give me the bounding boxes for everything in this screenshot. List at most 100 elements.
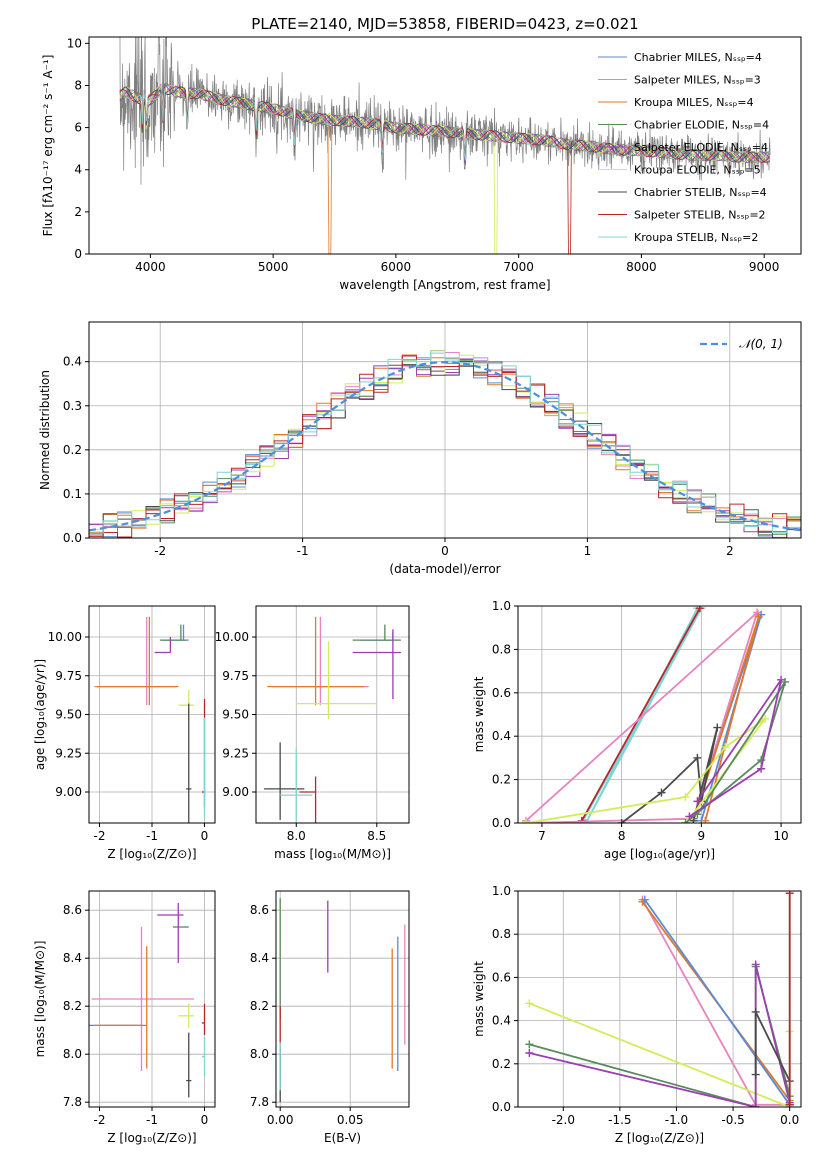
y-tick-label: 8.4: [250, 951, 269, 965]
x-tick-label: 8000: [626, 260, 657, 274]
x-tick-label: 8.5: [367, 829, 386, 843]
y-axis-label: Normed distribution: [38, 370, 52, 490]
y-tick-label: 0.8: [492, 642, 511, 656]
spectrum-panel-marks: [119, 37, 771, 254]
x-tick-label: -1.5: [608, 1113, 631, 1127]
y-tick-label: 8: [74, 78, 82, 92]
x-tick-label: -1: [297, 544, 309, 558]
y-tick-label: 8.0: [250, 1047, 269, 1061]
y-tick-label: 0.3: [63, 399, 82, 413]
weight-line: [529, 966, 791, 1107]
x-axis-label: (data-model)/error: [389, 562, 500, 576]
x-tick-label: 0: [201, 829, 209, 843]
x-tick-label: -2: [94, 1113, 106, 1127]
weight-marker: [525, 1049, 534, 1057]
x-tick-label: 7000: [503, 260, 534, 274]
y-tick-label: 9.00: [222, 785, 249, 799]
residual-panel: -2 -1 0 1 2 0.0 0.1 0.2 0.3 0.4 (data-model)/error…: [38, 321, 802, 576]
weight-marker: [695, 606, 704, 613]
figure-title: PLATE=2140, MJD=53858, FIBERID=0423, z=0…: [251, 15, 638, 33]
weight-line: [684, 681, 786, 823]
y-tick-label: 8.2: [250, 999, 269, 1013]
weight-marker: [693, 797, 702, 806]
weight-marker: [693, 753, 702, 762]
axes-frame: [517, 890, 802, 1108]
weight-vs-age-panel-marks: [521, 606, 790, 823]
spectrum-legend: Chabrier MILES, Nₛₛₚ=4 Salpeter MILES, Nₛ…: [598, 51, 769, 244]
y-tick-label: 10.00: [215, 630, 249, 644]
x-axis-label: E(B-V): [324, 1131, 361, 1145]
weight-line: [688, 679, 782, 818]
weight-marker: [751, 960, 760, 969]
weight-marker: [521, 819, 530, 823]
x-tick-label: 6000: [381, 260, 412, 274]
model-spectrum-5: [119, 85, 771, 254]
x-tick-label: 0.0: [780, 1113, 799, 1127]
age-vs-Z-panel-marks: [94, 616, 206, 823]
weight-marker: [640, 895, 649, 904]
x-tick-label: -1: [146, 829, 158, 843]
x-tick-label: 7: [538, 829, 546, 843]
y-tick-label: 0.6: [492, 970, 511, 984]
y-tick-label: 9.25: [222, 746, 249, 760]
y-tick-label: 10: [67, 36, 82, 50]
y-tick-label: 8.6: [250, 903, 269, 917]
axes-frame: [88, 36, 802, 255]
y-tick-label: 8.4: [63, 951, 82, 965]
mass-vs-Z-panel: -2 -1 0 7.8 8.0 8.2 8.4 8.6 Z [log₁₀(Z/Z⊙)] mass …: [33, 890, 216, 1145]
x-axis-label: age [log₁₀(age/yr)]: [604, 847, 715, 861]
x-tick-label: -2: [154, 544, 166, 558]
x-axis-label: mass [log₁₀(M/M⊙)]: [274, 847, 391, 861]
y-tick-label: 6: [74, 121, 82, 135]
y-tick-label: 1.0: [492, 599, 511, 613]
age-vs-Z-panel: -2 -1 0 9.00 9.25 9.50 9.75 10.00 Z [log₁₀(Z/Z⊙)…: [33, 605, 216, 861]
y-tick-label: 7.8: [63, 1095, 82, 1109]
weight-marker: [751, 1007, 760, 1016]
y-tick-label: 2: [74, 205, 82, 219]
legend-entry: 𝒩(0, 1): [739, 337, 783, 351]
weight-vs-Z-panel-marks: [525, 891, 794, 1107]
x-tick-label: -2: [94, 829, 106, 843]
y-tick-label: 10.00: [48, 630, 82, 644]
weight-marker: [777, 675, 786, 684]
legend-entry: Chabrier ELODIE, Nₛₛₚ=4: [634, 119, 769, 132]
y-tick-label: 0.4: [63, 355, 82, 369]
weight-marker: [701, 816, 710, 823]
weight-marker: [685, 812, 694, 821]
y-tick-label: 0.4: [492, 729, 511, 743]
y-tick-label: 0.2: [63, 443, 82, 457]
weight-vs-Z-panel: -2.0 -1.5 -1.0 -0.5 0.0 0.0 0.2 0.4 0.6 0.8 1.0 Z […: [472, 884, 802, 1145]
y-tick-label: 0.0: [492, 1100, 511, 1114]
x-axis-label: wavelength [Angstrom, rest frame]: [339, 278, 550, 292]
x-tick-label: 0.00: [267, 1113, 294, 1127]
weight-line: [525, 609, 760, 823]
x-axis-label: Z [log₁₀(Z/Z⊙)]: [615, 1131, 704, 1145]
y-tick-label: 0.0: [492, 816, 511, 830]
gaussian-curve: [89, 360, 801, 532]
weight-line: [644, 899, 791, 1106]
y-axis-label: mass weight: [472, 676, 486, 752]
legend-entry: Chabrier MILES, Nₛₛₚ=4: [634, 51, 762, 64]
y-tick-label: 9.75: [55, 669, 82, 683]
mass-vs-ebv-panel-marks: [279, 898, 406, 1103]
y-tick-label: 8.6: [63, 903, 82, 917]
y-tick-label: 9.50: [55, 708, 82, 722]
x-tick-label: 9000: [749, 260, 780, 274]
y-tick-label: 0.0: [63, 531, 82, 545]
spectrum-panel: 4000 5000 6000 7000 8000 9000 0 2 4 6 8 10 wavelengt…: [41, 36, 802, 292]
x-tick-label: -0.5: [721, 1113, 744, 1127]
weight-marker: [525, 1040, 534, 1049]
y-tick-label: 9.75: [222, 669, 249, 683]
x-tick-label: 2: [726, 544, 734, 558]
y-tick-label: 1.0: [492, 884, 511, 898]
weight-marker: [754, 612, 763, 621]
x-tick-label: 0: [201, 1113, 209, 1127]
x-tick-label: 1: [584, 544, 592, 558]
x-tick-label: 9: [698, 829, 706, 843]
weight-marker: [617, 819, 626, 823]
weight-marker: [751, 1070, 760, 1079]
y-tick-label: 9.00: [55, 785, 82, 799]
residual-histogram-8: [89, 352, 801, 534]
observed-spectrum-line: [119, 37, 771, 185]
